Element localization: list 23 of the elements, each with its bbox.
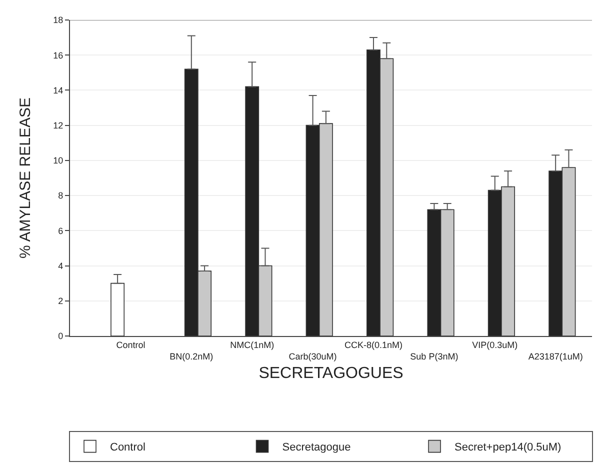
x-tick-label: Sub P(3nM) bbox=[410, 352, 458, 362]
x-axis-title: SECRETAGOGUES bbox=[258, 365, 404, 382]
legend-label: Control bbox=[110, 442, 146, 454]
x-tick-label: Carb(30uM) bbox=[288, 352, 337, 362]
y-tick-label: 18 bbox=[53, 15, 64, 26]
y-tick-label: 6 bbox=[58, 226, 64, 236]
y-tick-label: 2 bbox=[58, 296, 64, 306]
x-tick-label: CCK-8(0.1nM) bbox=[344, 340, 402, 350]
y-tick-label: 4 bbox=[58, 260, 64, 271]
y-tick-label: 10 bbox=[53, 156, 64, 166]
y-tick-label: 16 bbox=[53, 50, 64, 60]
y-tick-label: 0 bbox=[58, 331, 64, 342]
y-tick-label: 8 bbox=[58, 190, 64, 201]
legend-label: Secret+pep14(0.5uM) bbox=[454, 442, 562, 454]
x-tick-label: VIP(0.3uM) bbox=[472, 340, 518, 350]
y-tick-label: 12 bbox=[53, 120, 64, 130]
legend-label: Secretagogue bbox=[282, 442, 351, 454]
y-axis-title: % AMYLASE RELEASE bbox=[17, 98, 34, 258]
y-tick-label: 14 bbox=[53, 85, 64, 96]
x-tick-label: BN(0.2nM) bbox=[170, 352, 214, 362]
x-tick-label: Control bbox=[116, 340, 146, 350]
x-tick-label: A23187(1uM) bbox=[528, 352, 583, 362]
x-tick-label: NMC(1nM) bbox=[230, 340, 274, 350]
